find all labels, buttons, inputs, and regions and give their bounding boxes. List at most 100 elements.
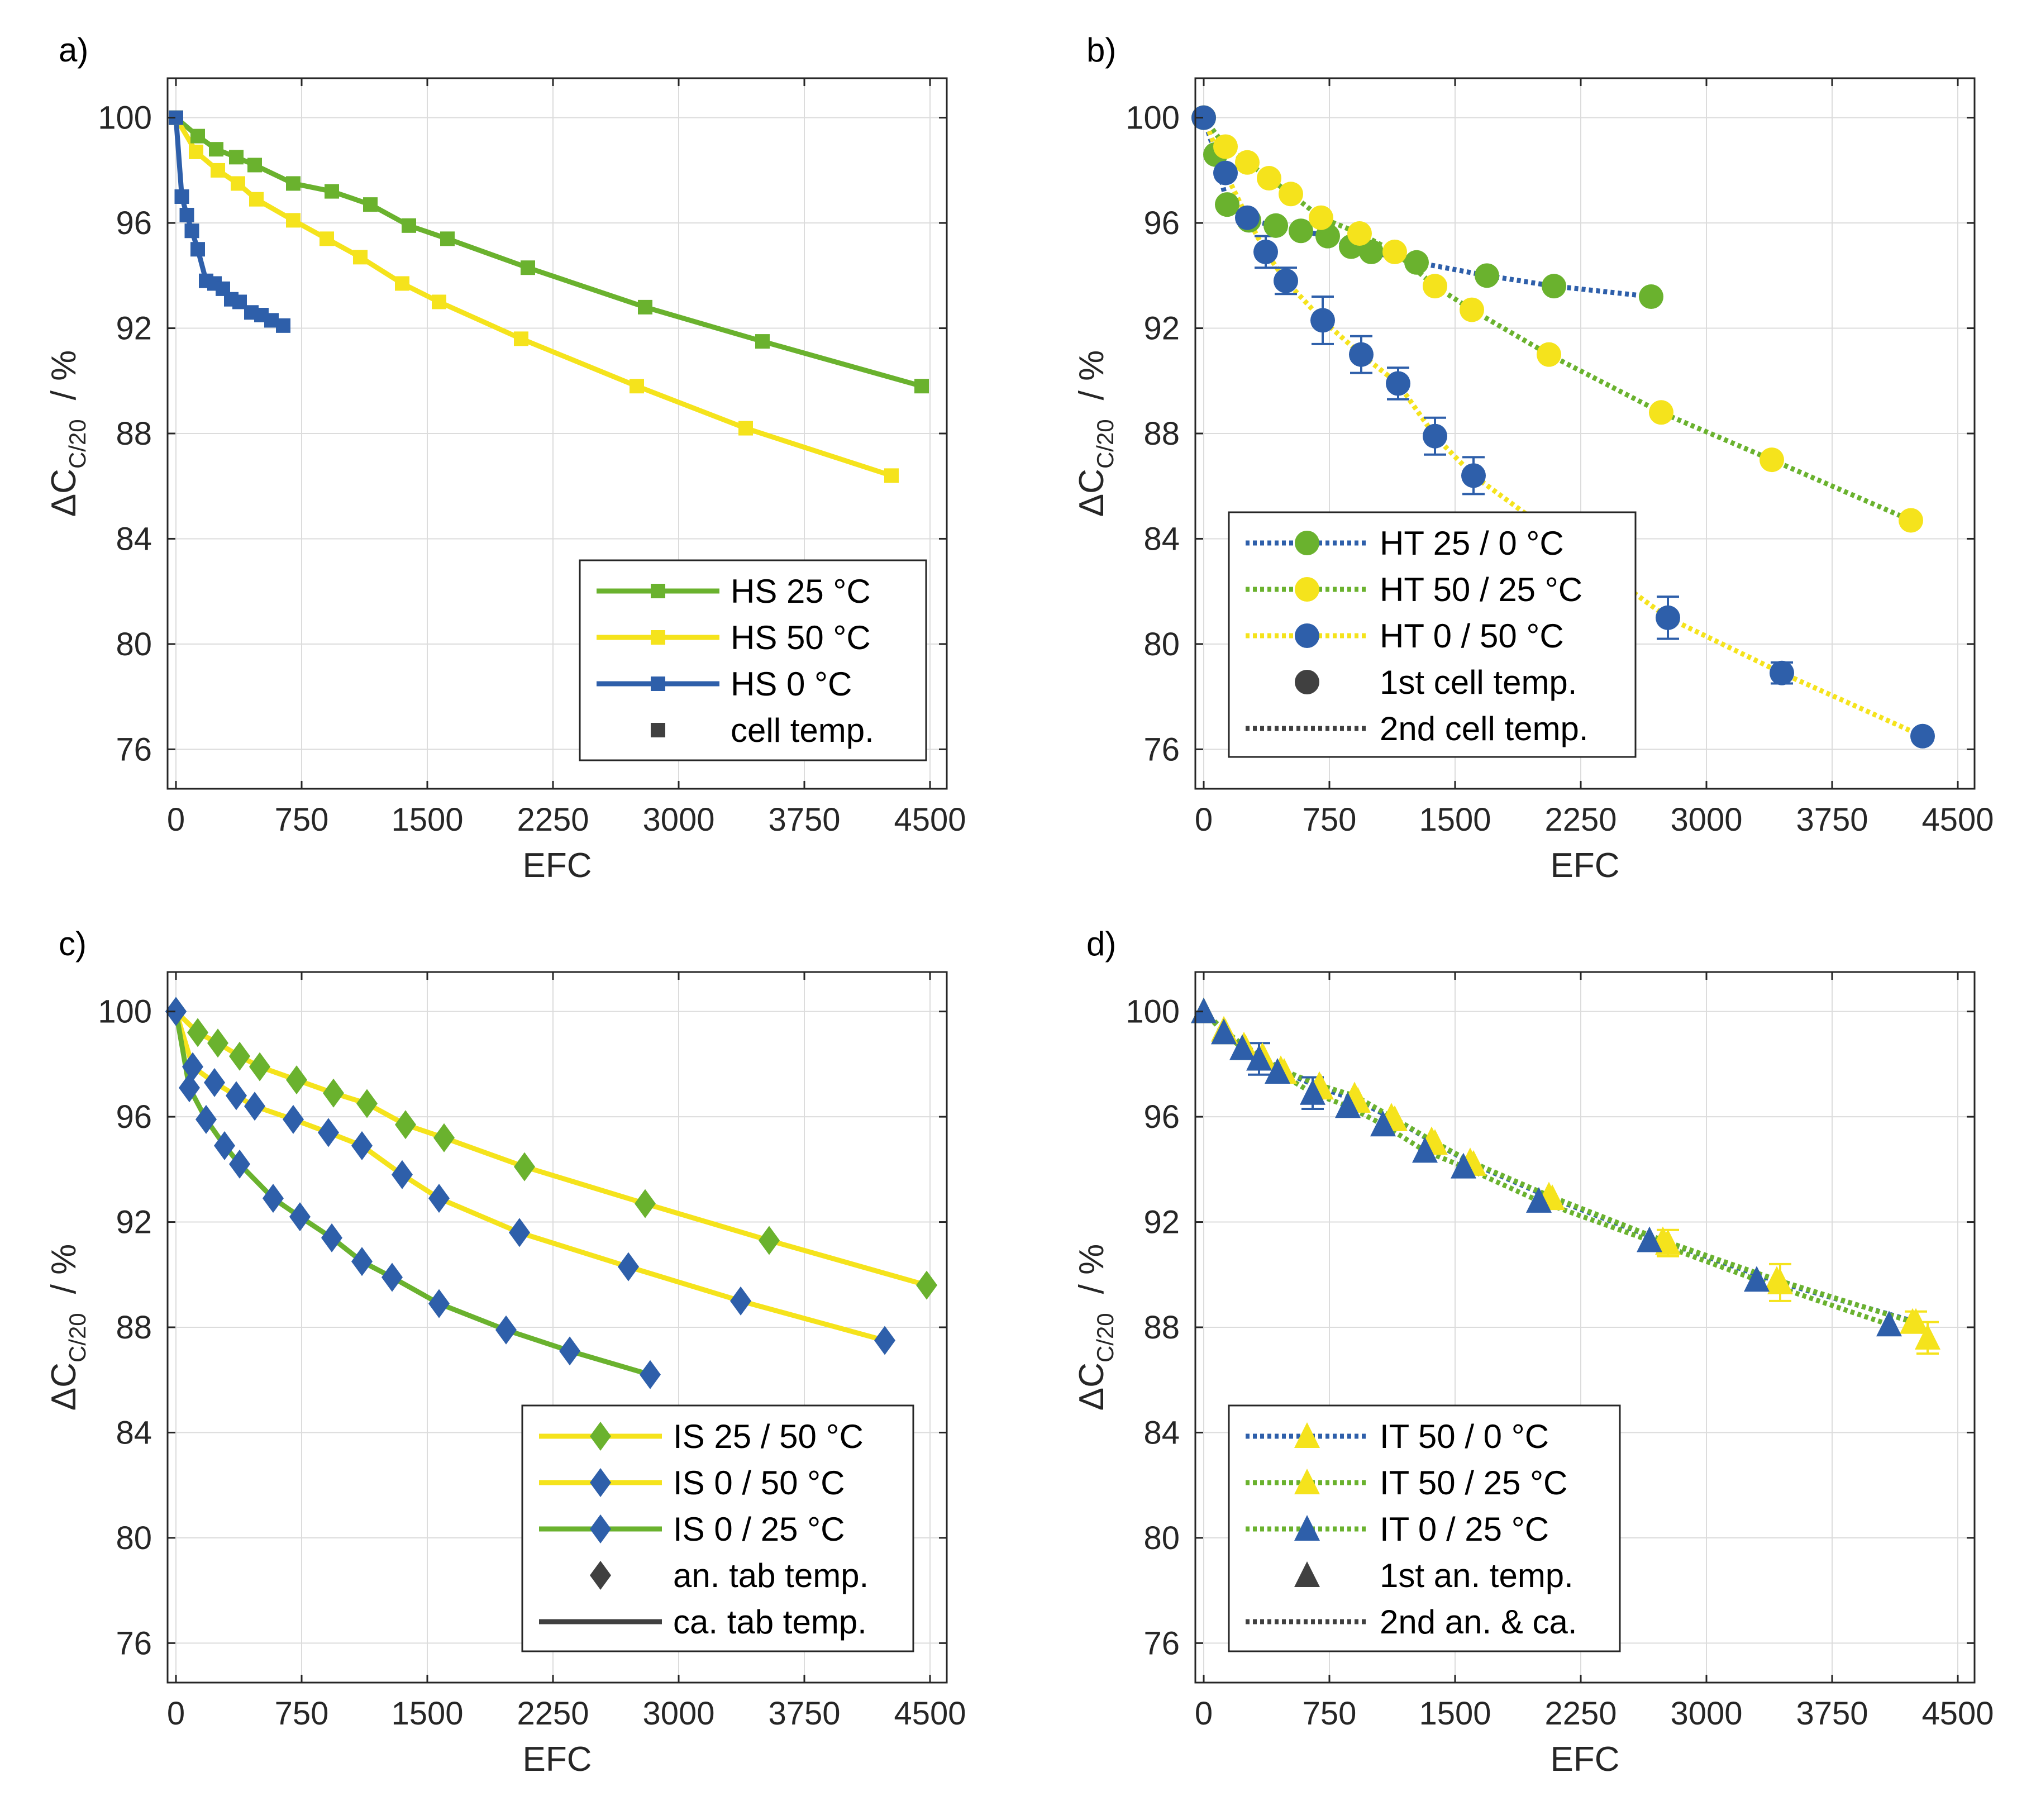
legend-label: HT 25 / 0 °C (1380, 525, 1564, 562)
data-point (514, 331, 528, 346)
y-tick-label: 92 (1143, 311, 1180, 347)
y-axis-label: ΔCC/20 / % (45, 350, 90, 517)
data-point (1279, 182, 1303, 207)
data-point (1639, 284, 1663, 309)
data-point (363, 197, 378, 212)
data-point (1900, 1308, 1925, 1334)
y-axis-label-sub: C/20 (64, 1313, 90, 1362)
data-point (1309, 205, 1333, 230)
data-point (1191, 997, 1217, 1023)
data-point (1744, 1266, 1770, 1292)
panel-label: d) (1086, 925, 1116, 963)
legend-label: HT 0 / 50 °C (1380, 617, 1564, 655)
legend-label: IS 25 / 50 °C (673, 1418, 864, 1455)
data-point (184, 223, 199, 239)
legend-marker (590, 1422, 611, 1451)
data-point (229, 1041, 250, 1071)
data-point (321, 1223, 342, 1252)
data-point (1347, 221, 1372, 246)
x-tick-label: 4500 (894, 802, 966, 838)
series-markers-2 (1191, 105, 1935, 749)
y-tick-label: 80 (116, 626, 152, 663)
data-point (318, 1118, 339, 1147)
data-point (1274, 268, 1298, 293)
data-point (1335, 1092, 1361, 1118)
series-line-2 (173, 1011, 651, 1378)
data-point (1349, 342, 1374, 367)
data-point (638, 299, 652, 315)
legend-marker (1294, 1469, 1320, 1494)
y-tick-label: 88 (1143, 416, 1180, 452)
x-tick-label: 0 (1195, 802, 1213, 838)
data-point (1315, 223, 1340, 249)
panel-label: a) (59, 31, 88, 69)
data-point (1537, 342, 1561, 367)
data-point (730, 1286, 751, 1316)
y-tick-label: 100 (98, 994, 152, 1030)
data-point (165, 997, 187, 1026)
data-point (392, 1160, 413, 1189)
data-point (640, 1360, 661, 1389)
legend-entry: 1st cell temp. (1295, 664, 1577, 701)
legend: IT 50 / 0 °C IT 50 / 25 °C IT 0 / 25 °C 1st… (1228, 1404, 1621, 1652)
data-point (509, 1218, 530, 1247)
x-tick-label: 3000 (642, 802, 714, 838)
data-point (211, 163, 225, 178)
data-point (187, 1018, 208, 1047)
data-point (179, 207, 194, 222)
legend-entry: HT 25 / 0 °C (1246, 525, 1564, 562)
data-point (1235, 205, 1260, 230)
legend-label: IS 0 / 25 °C (673, 1511, 845, 1548)
data-point (884, 468, 899, 483)
legend-marker (590, 1514, 611, 1543)
legend-label: IT 50 / 0 °C (1380, 1418, 1549, 1455)
legend-label: HT 50 / 25 °C (1380, 571, 1582, 608)
series-markers-1 (169, 110, 899, 483)
data-point (382, 1262, 403, 1292)
data-point (1412, 1137, 1438, 1163)
data-point (1637, 1226, 1662, 1252)
series-markers-1 (1191, 105, 1923, 533)
legend-entry: 1st an. temp. (1294, 1557, 1573, 1594)
data-point (1235, 150, 1260, 175)
data-point (916, 1270, 937, 1300)
x-axis-label: EFC (523, 1740, 592, 1779)
data-point (432, 294, 446, 309)
data-point (914, 379, 929, 394)
data-point (353, 250, 368, 265)
y-tick-label: 92 (116, 311, 152, 347)
legend-entry: an. tab temp. (590, 1557, 869, 1594)
series-line-0 (174, 116, 923, 389)
legend-entry: HS 50 °C (597, 619, 871, 656)
data-point (351, 1247, 373, 1276)
data-point (249, 1052, 270, 1081)
series-markers-2 (1191, 997, 1902, 1337)
data-point (1370, 1111, 1396, 1137)
data-point (559, 1336, 580, 1366)
y-tick-label: 80 (1143, 1520, 1180, 1556)
y-axis-label-unit: / % (45, 350, 83, 401)
data-point (1915, 1323, 1940, 1350)
legend-box (1228, 1404, 1621, 1652)
legend-entry: IS 25 / 50 °C (539, 1418, 864, 1455)
y-axis-label-main: ΔC (45, 469, 83, 517)
y-axis-label-main: ΔC (1072, 1362, 1111, 1411)
legend-marker (590, 1561, 611, 1590)
x-tick-label: 4500 (1921, 1695, 1994, 1732)
y-tick-label: 88 (116, 1309, 152, 1346)
y-axis-label-unit: / % (1072, 350, 1111, 401)
data-point (618, 1252, 639, 1281)
y-tick-label: 88 (1143, 1309, 1180, 1346)
data-point (402, 218, 416, 233)
y-tick-label: 84 (116, 1414, 152, 1451)
data-point (1764, 1266, 1790, 1292)
y-tick-label: 100 (1126, 100, 1180, 136)
legend-marker (651, 584, 665, 598)
legend-entry: ca. tab temp. (539, 1603, 867, 1641)
data-point (1423, 423, 1447, 449)
data-point (182, 1052, 203, 1081)
x-tick-label: 3750 (768, 1695, 840, 1732)
y-axis-label-sub: C/20 (1092, 419, 1118, 469)
data-point (1451, 1152, 1476, 1179)
legend-marker (1295, 623, 1319, 648)
